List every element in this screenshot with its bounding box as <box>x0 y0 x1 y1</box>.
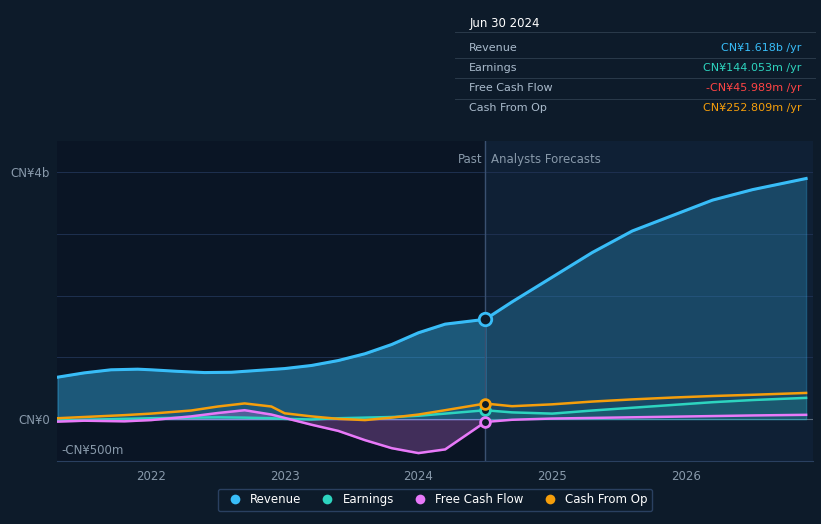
Text: CN¥252.809m /yr: CN¥252.809m /yr <box>703 103 801 113</box>
Text: Earnings: Earnings <box>470 63 518 73</box>
Text: Jun 30 2024: Jun 30 2024 <box>470 17 539 30</box>
Text: -CN¥45.989m /yr: -CN¥45.989m /yr <box>706 83 801 93</box>
Text: -CN¥500m: -CN¥500m <box>62 443 124 456</box>
Text: Analysts Forecasts: Analysts Forecasts <box>491 152 600 166</box>
Bar <box>57 141 485 461</box>
Text: Past: Past <box>458 152 483 166</box>
Legend: Revenue, Earnings, Free Cash Flow, Cash From Op: Revenue, Earnings, Free Cash Flow, Cash … <box>218 489 652 511</box>
Bar <box>485 141 813 461</box>
Text: Revenue: Revenue <box>470 43 518 53</box>
Text: Free Cash Flow: Free Cash Flow <box>470 83 553 93</box>
Text: Cash From Op: Cash From Op <box>470 103 547 113</box>
Text: CN¥144.053m /yr: CN¥144.053m /yr <box>704 63 801 73</box>
Text: CN¥1.618b /yr: CN¥1.618b /yr <box>722 43 801 53</box>
